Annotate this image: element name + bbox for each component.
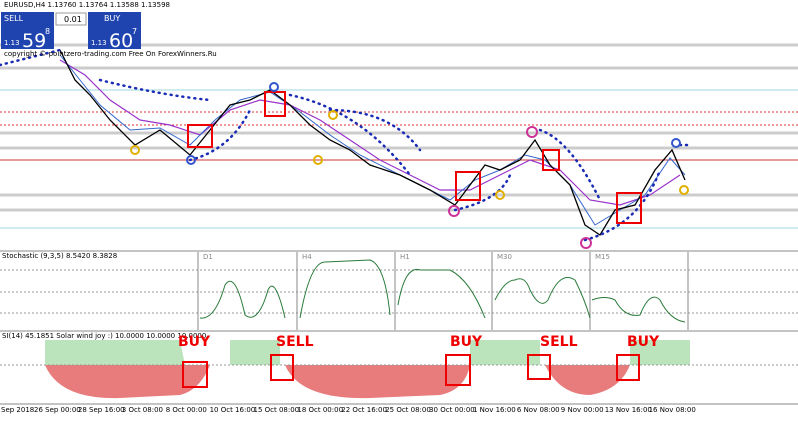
time-label: 15 Oct 08:00 xyxy=(254,406,300,414)
timeframe-label: H1 xyxy=(400,253,410,261)
time-label: 13 Nov 16:00 xyxy=(605,406,652,414)
time-label: 25 Oct 08:00 xyxy=(385,406,431,414)
buy-label: BUY xyxy=(104,14,120,23)
signal-boxes xyxy=(187,91,642,224)
sell-big: 1.13 xyxy=(4,39,20,47)
time-label: 6 Nov 08:00 xyxy=(517,406,560,414)
ma-fast xyxy=(59,54,686,226)
fractal-circles xyxy=(130,82,689,249)
stoch-label: Stochastic (9,3,5) 8.5420 8.3828 xyxy=(2,252,117,260)
stoch-lines xyxy=(199,259,686,323)
watermark: copyright © pointzero-trading.com Free O… xyxy=(4,50,217,58)
timeframe-label: D1 xyxy=(203,253,213,261)
osc-boxes xyxy=(182,354,640,388)
lot-value: 0.01 xyxy=(64,15,82,24)
buy-big: 1.13 xyxy=(91,39,107,47)
sell-label: SELL xyxy=(4,14,24,23)
signal-label: SELL xyxy=(276,334,314,350)
ma-slow xyxy=(59,59,681,206)
signal-label: BUY xyxy=(178,334,211,350)
time-label: 16 Nov 08:00 xyxy=(649,406,696,414)
time-label: 22 Oct 16:00 xyxy=(341,406,387,414)
buy-point: 7 xyxy=(132,27,137,36)
timeframe-label: M30 xyxy=(497,253,512,261)
sar-dots xyxy=(0,48,692,242)
lot-field[interactable] xyxy=(55,12,87,26)
time-label: 9 Nov 00:00 xyxy=(561,406,604,414)
time-label: 30 Oct 00:00 xyxy=(429,406,475,414)
osc-positive xyxy=(45,340,690,365)
signal-label: SELL xyxy=(540,334,578,350)
buy-pips: 60 xyxy=(109,30,133,52)
time-label: 18 Oct 00:00 xyxy=(297,406,343,414)
timeframe-label: M15 xyxy=(595,253,610,261)
sell-button[interactable] xyxy=(1,12,54,49)
time-label: 10 Oct 16:00 xyxy=(210,406,256,414)
stoch-separators xyxy=(197,252,689,330)
chart-title: EURUSD,H4 1.13760 1.13764 1.13588 1.1359… xyxy=(4,1,170,9)
time-label: 28 Sep 16:00 xyxy=(78,406,125,414)
timeframe-label: H4 xyxy=(302,253,312,261)
stoch-levels xyxy=(0,269,798,314)
signal-label: BUY xyxy=(450,334,483,350)
time-label: Sep 2018 xyxy=(1,406,34,414)
sell-pips: 59 xyxy=(22,30,46,52)
time-label: 26 Sep 00:00 xyxy=(34,406,81,414)
time-label: 1 Nov 16:00 xyxy=(473,406,516,414)
buy-button[interactable] xyxy=(88,12,141,49)
price xyxy=(59,49,686,236)
levels xyxy=(0,43,798,229)
osc-label: SI(14) 45.1851 Solar wind joy :) 10.0000… xyxy=(2,332,206,340)
sell-point: 8 xyxy=(45,27,50,36)
time-label: 8 Oct 00:00 xyxy=(166,406,207,414)
signal-label: BUY xyxy=(627,334,660,350)
osc-negative xyxy=(45,365,630,399)
time-label: 3 Oct 08:00 xyxy=(122,406,163,414)
